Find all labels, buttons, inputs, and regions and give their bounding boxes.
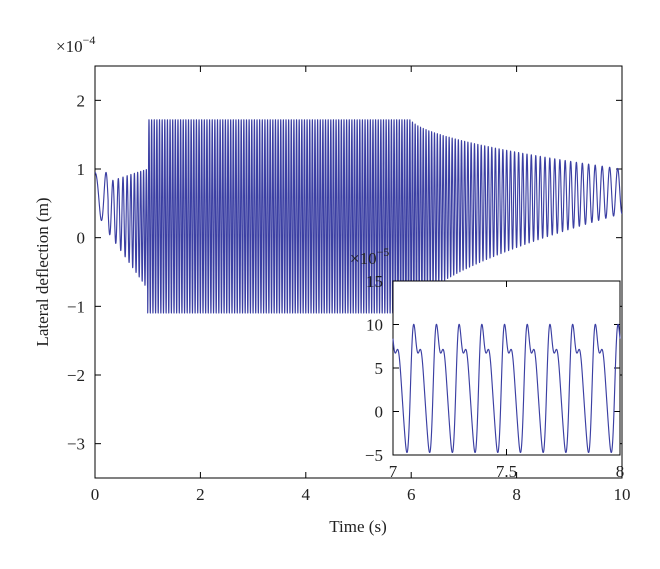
main-y-tick-label: −2: [67, 366, 85, 385]
inset-y-tick-label: 0: [375, 403, 384, 422]
main-x-tick-label: 0: [91, 485, 100, 504]
main-x-tick-label: 4: [302, 485, 311, 504]
main-series: [94, 119, 623, 314]
main-y-tick-label: −3: [67, 435, 85, 454]
inset-x-tick-label: 7.5: [496, 462, 517, 481]
inset-series: [392, 323, 621, 453]
inset-y-tick-label: 10: [366, 316, 383, 335]
main-y-tick-label: −1: [67, 297, 85, 316]
lateral-deflection-series: [94, 119, 623, 314]
main-y-tick-label: 1: [77, 160, 86, 179]
y-axis-title: Lateral deflection (m): [33, 197, 52, 346]
inset-series-group: [392, 323, 621, 453]
main-exponent-label: ×10−4: [56, 33, 95, 56]
inset-x-axis: 7 7.5 8: [389, 281, 625, 481]
inset-x-tick-label: 8: [616, 462, 625, 481]
main-x-tick-label: 10: [614, 485, 631, 504]
x-axis-title: Time (s): [329, 517, 386, 536]
main-x-tick-label: 6: [407, 485, 416, 504]
main-y-axis: −3 −2 −1 0 1 2: [67, 91, 622, 454]
main-y-tick-label: 0: [77, 229, 86, 248]
inset-y-tick-label: 5: [375, 359, 384, 378]
main-x-axis: 0 2 4 6 8 10: [91, 66, 631, 504]
main-y-tick-label: 2: [77, 91, 86, 110]
main-plot-frame: [94, 65, 623, 479]
inset-y-axis: −5 0 5 10 15: [365, 272, 620, 465]
inset-y-tick-label: 15: [366, 272, 383, 291]
inset-x-tick-label: 7: [389, 462, 398, 481]
inset-y-tick-label: −5: [365, 446, 383, 465]
inset-exponent-label: ×10−5: [350, 245, 389, 268]
main-x-tick-label: 8: [512, 485, 521, 504]
main-x-tick-label: 2: [196, 485, 205, 504]
